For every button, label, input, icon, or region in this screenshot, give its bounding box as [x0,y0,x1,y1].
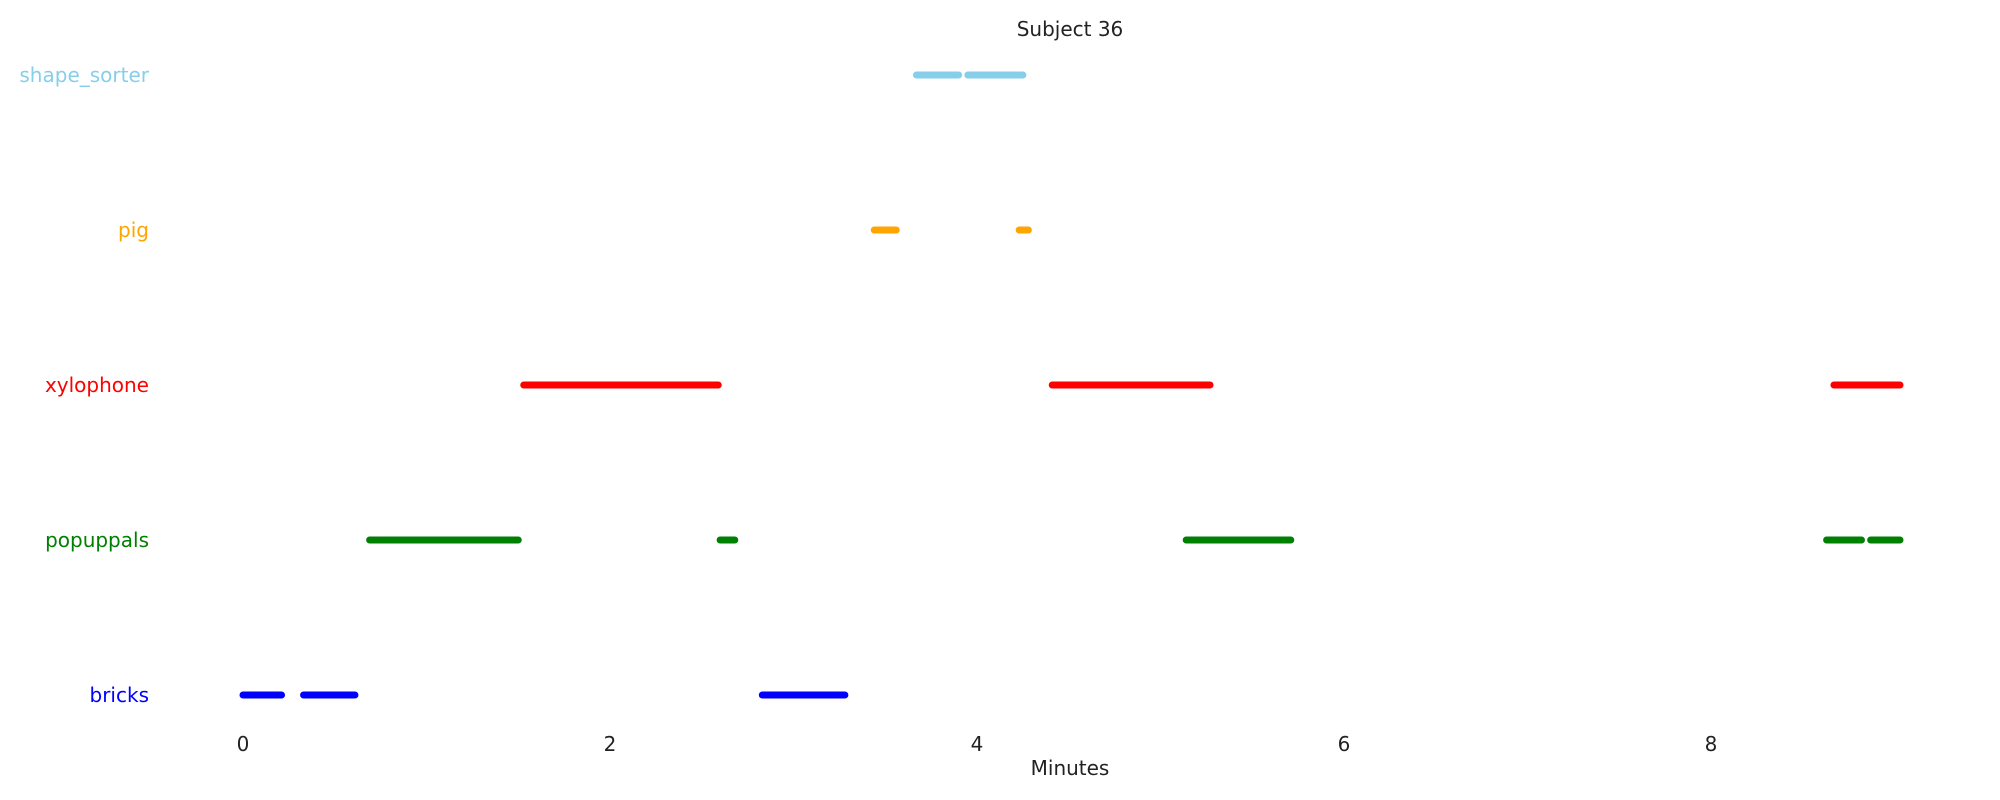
x-tick-label: 2 [604,732,617,756]
row-label: bricks [90,683,149,707]
x-tick-label: 6 [1338,732,1351,756]
x-tick-label: 8 [1705,732,1718,756]
row-label: shape_sorter [19,63,149,87]
timeline-row-xylophone: xylophone [45,373,1904,397]
row-label: popuppals [45,528,149,552]
row-label: pig [118,218,149,242]
row-label: xylophone [45,373,149,397]
x-tick-label: 4 [971,732,984,756]
timeline-row-shape-sorter: shape_sorter [19,63,1027,87]
x-tick-label: 0 [237,732,250,756]
timeline-row-pig: pig [118,218,1032,242]
timeline-row-bricks: bricks [90,683,849,707]
x-axis-label: Minutes [1031,756,1110,780]
x-axis-ticks: 0 2 4 6 8 [237,732,1718,756]
timeline-row-popuppals: popuppals [45,528,1904,552]
chart-title: Subject 36 [1017,17,1124,41]
